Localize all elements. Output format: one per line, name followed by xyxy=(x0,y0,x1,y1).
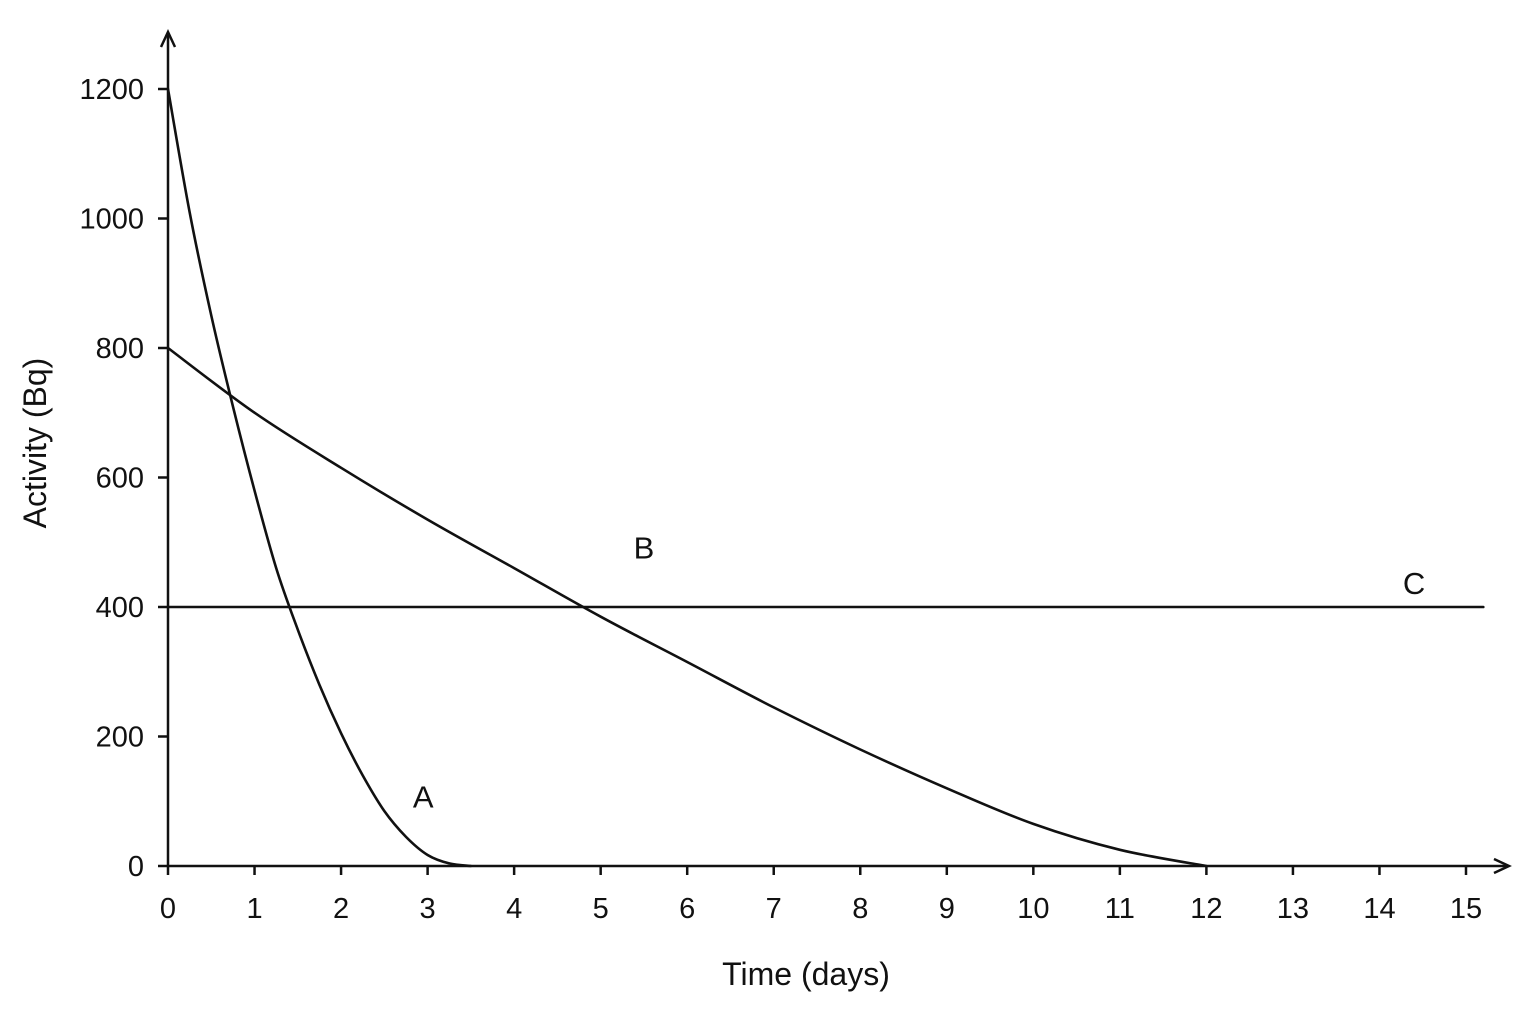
x-tick-label: 8 xyxy=(852,893,868,925)
x-axis-title: Time (days) xyxy=(722,956,890,992)
axes xyxy=(159,29,1512,875)
x-tick-label: 5 xyxy=(593,893,609,925)
y-tick-label: 800 xyxy=(96,333,144,365)
y-tick-label: 600 xyxy=(96,463,144,495)
x-tick-label: 10 xyxy=(1017,893,1049,925)
x-tick-label: 7 xyxy=(766,893,782,925)
series-line-b xyxy=(166,346,1208,868)
series-labels: A B C xyxy=(413,530,1425,814)
series-label-b: B xyxy=(634,530,655,565)
x-tick-label: 9 xyxy=(939,893,955,925)
x-tick-label: 13 xyxy=(1277,893,1309,925)
y-tick-label: 1200 xyxy=(79,74,144,106)
series-label-a: A xyxy=(413,780,434,815)
x-tick-label: 1 xyxy=(246,893,262,925)
x-ticks: 0 1 2 3 4 5 6 7 8 9 10 11 12 13 14 15 xyxy=(160,866,1482,925)
x-tick-label: 14 xyxy=(1363,893,1395,925)
y-tick-label: 200 xyxy=(96,722,144,754)
y-tick-label: 0 xyxy=(128,851,144,883)
y-axis-title: Activity (Bq) xyxy=(17,358,53,529)
series-line-a xyxy=(166,87,473,868)
x-tick-label: 12 xyxy=(1190,893,1222,925)
x-tick-label: 15 xyxy=(1450,893,1482,925)
x-tick-label: 11 xyxy=(1105,893,1135,925)
y-tick-label: 1000 xyxy=(79,204,144,236)
y-ticks: 0 200 400 600 800 1000 1200 xyxy=(79,74,168,883)
x-tick-label: 2 xyxy=(333,893,349,925)
series-lines xyxy=(166,87,1485,868)
x-tick-label: 4 xyxy=(506,893,522,925)
x-tick-label: 3 xyxy=(420,893,436,925)
series-label-c: C xyxy=(1403,566,1425,601)
x-axis-arrow xyxy=(1493,857,1512,875)
x-tick-label: 0 xyxy=(160,893,176,925)
x-tick-label: 6 xyxy=(679,893,695,925)
y-axis-arrow xyxy=(159,29,177,48)
y-tick-label: 400 xyxy=(96,592,144,624)
